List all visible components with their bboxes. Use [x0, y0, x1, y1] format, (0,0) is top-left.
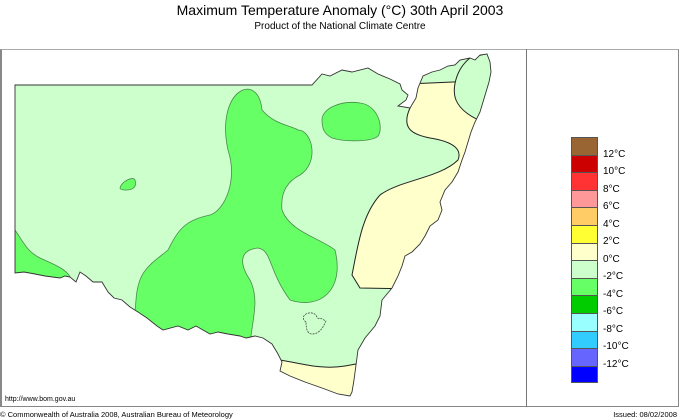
- legend-label: -4°C: [603, 289, 624, 300]
- legend-label: 12°C: [603, 149, 626, 160]
- legend-label: 2°C: [603, 236, 620, 247]
- legend-swatch: [571, 242, 598, 261]
- legend-swatch: [571, 348, 598, 366]
- bom-url-link[interactable]: http://www.bom.gov.au: [5, 396, 76, 403]
- legend-swatch: [571, 224, 598, 243]
- legend-label: 4°C: [603, 219, 620, 230]
- map-subtitle: Product of the National Climate Centre: [254, 21, 426, 32]
- legend-swatch: [571, 312, 598, 331]
- legend-swatch: [571, 295, 598, 313]
- legend-swatch: [571, 330, 598, 349]
- zone-minus4-central: [129, 88, 338, 346]
- legend-swatch: [571, 189, 598, 208]
- legend-label: -12°C: [603, 359, 629, 370]
- zone-0-to-2-southeast: [269, 359, 361, 396]
- legend-label: -2°C: [603, 271, 624, 282]
- legend-swatch: [571, 172, 598, 190]
- legend-label: 8°C: [603, 184, 620, 195]
- legend-label: 0°C: [603, 254, 620, 265]
- legend-swatch: [571, 207, 598, 225]
- legend-label: -6°C: [603, 306, 624, 317]
- legend-swatch: [571, 137, 598, 155]
- legend-swatch: [571, 277, 598, 296]
- legend-label: 10°C: [603, 166, 626, 177]
- zone-minus4-small: [119, 178, 136, 191]
- anomaly-fill: [15, 54, 491, 396]
- color-legend: [571, 137, 598, 384]
- map-title: Maximum Temperature Anomaly (°C) 30th Ap…: [176, 2, 504, 18]
- legend-swatch: [571, 154, 598, 173]
- zone-minus4-north: [321, 101, 381, 142]
- legend-swatch: [571, 260, 598, 278]
- legend-divider: [526, 49, 527, 407]
- legend-label: -10°C: [603, 341, 629, 352]
- legend-swatch: [571, 365, 598, 384]
- legend-label: 6°C: [603, 201, 620, 212]
- map-frame: [0, 49, 679, 407]
- copyright-notice: © Commonwealth of Australia 2008, Austra…: [0, 410, 233, 419]
- issued-date: Issued: 08/02/2008: [613, 410, 677, 419]
- legend-label: -8°C: [603, 324, 624, 335]
- act-border: [303, 312, 327, 335]
